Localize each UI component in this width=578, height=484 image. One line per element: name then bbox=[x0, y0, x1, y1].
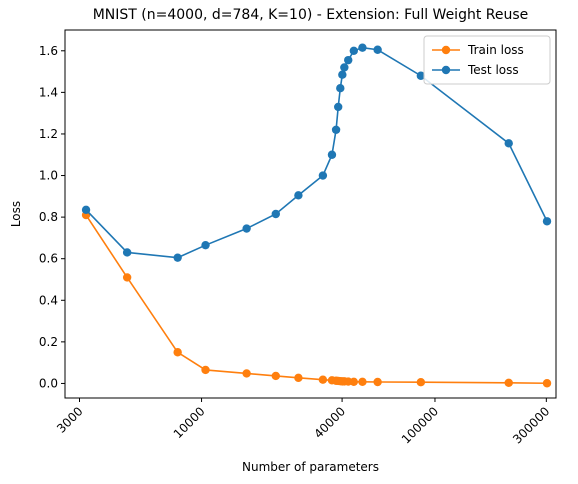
test-loss-point bbox=[349, 46, 358, 55]
test-loss-point bbox=[542, 217, 552, 226]
test-loss-point bbox=[338, 70, 347, 79]
test-loss-point bbox=[173, 253, 182, 262]
y-tick-label: 0.0 bbox=[39, 376, 58, 390]
series-layer bbox=[81, 43, 552, 388]
x-axis-title: Number of parameters bbox=[242, 460, 379, 474]
y-axis: 0.0 0.2 0.4 0.6 0.8 1.0 1.2 1.4 1.6 bbox=[39, 44, 65, 390]
legend-marker-train-loss bbox=[441, 45, 451, 55]
train-loss-point bbox=[318, 375, 328, 384]
train-loss-point bbox=[294, 373, 303, 383]
test-loss-point bbox=[373, 45, 382, 54]
test-loss-point bbox=[504, 139, 513, 148]
train-loss-point bbox=[504, 378, 513, 388]
test-loss-point bbox=[331, 125, 341, 134]
test-loss-point bbox=[81, 205, 91, 215]
test-loss-point bbox=[336, 84, 345, 93]
y-tick-label: 1.4 bbox=[39, 85, 58, 99]
train-loss-point bbox=[201, 365, 210, 375]
chart-title: MNIST (n=4000, d=784, K=10) - Extension:… bbox=[93, 7, 529, 23]
train-loss-point bbox=[349, 377, 358, 386]
train-loss-point bbox=[122, 273, 132, 282]
test-loss-point bbox=[271, 209, 280, 219]
y-axis-title: Loss bbox=[9, 201, 23, 227]
y-tick-label: 0.2 bbox=[39, 335, 58, 349]
legend-label-test-loss: Test loss bbox=[467, 63, 519, 77]
test-loss-point bbox=[416, 71, 426, 80]
y-tick-label: 1.6 bbox=[39, 44, 58, 58]
test-loss-point bbox=[344, 55, 353, 65]
legend-marker-test-loss bbox=[441, 65, 451, 75]
y-tick-label: 1.2 bbox=[39, 127, 58, 141]
train-loss-point bbox=[542, 379, 552, 388]
legend-label-train-loss: Train loss bbox=[467, 43, 524, 57]
train-loss-point bbox=[373, 377, 382, 387]
test-loss-point bbox=[294, 191, 303, 200]
train-loss-point bbox=[271, 371, 280, 381]
plot-area bbox=[64, 29, 557, 399]
y-tick-label: 0.6 bbox=[39, 252, 58, 266]
y-tick-label: 0.8 bbox=[39, 210, 58, 224]
train-loss-point bbox=[416, 377, 426, 387]
test-loss-point bbox=[318, 171, 328, 180]
legend: Train loss Test loss bbox=[423, 35, 551, 85]
test-loss-point bbox=[358, 43, 367, 52]
test-loss-point bbox=[122, 248, 132, 257]
test-loss-point bbox=[327, 150, 337, 159]
test-loss-point bbox=[201, 240, 210, 250]
y-tick-label: 1.0 bbox=[39, 169, 58, 183]
train-loss-point bbox=[173, 348, 182, 357]
test-loss-point bbox=[340, 63, 349, 72]
legend-box bbox=[423, 35, 551, 85]
train-loss-point bbox=[358, 377, 367, 386]
y-tick-label: 0.4 bbox=[39, 293, 58, 307]
test-loss-point bbox=[334, 102, 343, 112]
train-loss-point bbox=[242, 369, 251, 378]
test-loss-point bbox=[242, 224, 251, 233]
